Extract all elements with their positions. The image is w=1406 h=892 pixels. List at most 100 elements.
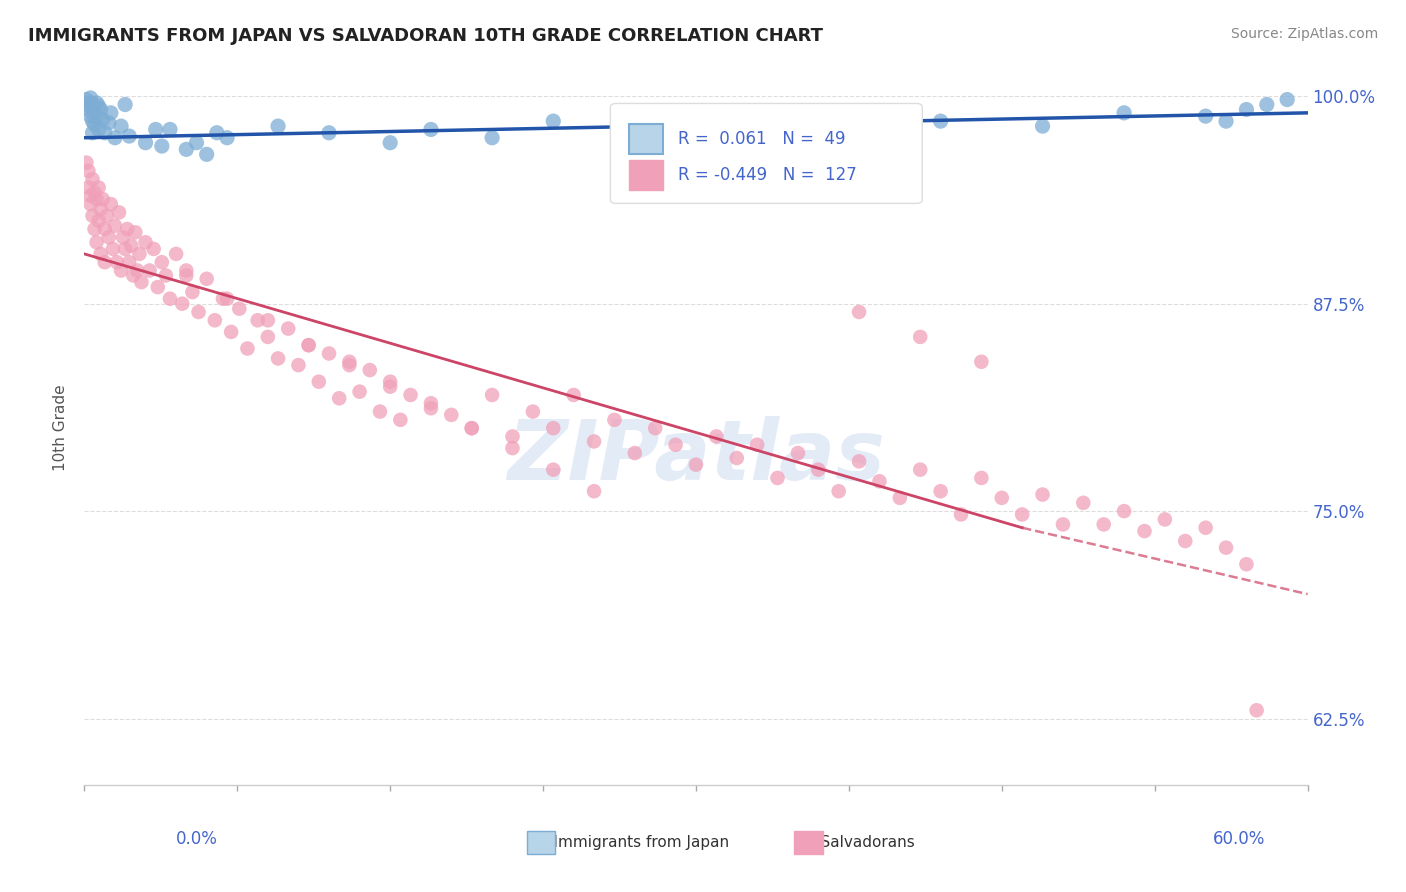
- Text: Source: ZipAtlas.com: Source: ZipAtlas.com: [1230, 27, 1378, 41]
- Point: [706, 429, 728, 443]
- Point: [217, 292, 239, 306]
- Point: [624, 446, 647, 460]
- Point: [75, 93, 97, 107]
- Point: [128, 247, 150, 261]
- Point: [246, 313, 269, 327]
- Point: [79, 95, 101, 110]
- Point: [665, 438, 688, 452]
- Point: [118, 255, 141, 269]
- Point: [1236, 558, 1258, 572]
- Point: [96, 209, 118, 223]
- Point: [848, 122, 870, 136]
- Point: [1246, 703, 1268, 717]
- Point: [950, 508, 973, 522]
- Point: [1277, 93, 1299, 107]
- Point: [1032, 487, 1054, 501]
- Point: [86, 95, 108, 110]
- Point: [685, 458, 707, 472]
- Point: [1256, 97, 1278, 112]
- Point: [1215, 114, 1237, 128]
- Text: 0.0%: 0.0%: [176, 830, 218, 847]
- Point: [114, 97, 136, 112]
- Point: [1052, 517, 1074, 532]
- Point: [165, 247, 187, 261]
- Point: [83, 106, 105, 120]
- Point: [100, 197, 122, 211]
- Point: [83, 118, 105, 132]
- Point: [79, 189, 101, 203]
- Text: R =  0.061   N =  49: R = 0.061 N = 49: [678, 130, 845, 148]
- Point: [461, 421, 484, 435]
- Point: [848, 454, 870, 468]
- Point: [543, 114, 565, 128]
- Point: [110, 119, 132, 133]
- Point: [228, 301, 250, 316]
- Point: [583, 434, 606, 449]
- Point: [146, 280, 169, 294]
- FancyBboxPatch shape: [628, 124, 664, 154]
- Point: [204, 313, 226, 327]
- Point: [807, 463, 830, 477]
- Point: [359, 363, 381, 377]
- Point: [159, 292, 181, 306]
- Point: [86, 235, 108, 250]
- Point: [83, 222, 105, 236]
- Point: [339, 358, 361, 372]
- Point: [583, 484, 606, 499]
- Point: [110, 263, 132, 277]
- Point: [174, 263, 197, 277]
- Point: [1154, 512, 1177, 526]
- Point: [257, 313, 280, 327]
- Point: [90, 247, 112, 261]
- Text: IMMIGRANTS FROM JAPAN VS SALVADORAN 10TH GRADE CORRELATION CHART: IMMIGRANTS FROM JAPAN VS SALVADORAN 10TH…: [28, 27, 823, 45]
- Point: [298, 338, 321, 352]
- Point: [328, 392, 350, 406]
- Point: [87, 213, 110, 227]
- Point: [105, 255, 128, 269]
- Point: [90, 202, 112, 216]
- Point: [461, 421, 484, 435]
- Point: [1114, 504, 1136, 518]
- Point: [75, 155, 97, 169]
- Point: [93, 222, 115, 236]
- Point: [97, 230, 120, 244]
- Point: [543, 421, 565, 435]
- Point: [929, 484, 952, 499]
- Point: [970, 471, 993, 485]
- Text: Salvadorans: Salvadorans: [801, 836, 915, 850]
- Point: [287, 358, 309, 372]
- Point: [112, 230, 135, 244]
- Point: [1236, 103, 1258, 117]
- Point: [101, 242, 124, 256]
- Point: [725, 450, 748, 465]
- Point: [1073, 496, 1095, 510]
- Point: [1195, 521, 1218, 535]
- Point: [90, 103, 112, 117]
- Point: [1215, 541, 1237, 555]
- Point: [174, 268, 197, 283]
- Point: [380, 136, 402, 150]
- Text: R = -0.449   N =  127: R = -0.449 N = 127: [678, 166, 856, 184]
- Point: [910, 330, 932, 344]
- Point: [114, 242, 136, 256]
- Point: [848, 305, 870, 319]
- Point: [187, 305, 209, 319]
- Point: [79, 109, 101, 123]
- Point: [93, 255, 115, 269]
- Point: [79, 197, 101, 211]
- Point: [420, 396, 443, 410]
- Point: [318, 126, 340, 140]
- Point: [481, 388, 503, 402]
- Point: [644, 421, 666, 435]
- Point: [543, 463, 565, 477]
- Point: [368, 404, 391, 418]
- Point: [135, 235, 157, 250]
- Point: [219, 325, 242, 339]
- Point: [267, 351, 290, 366]
- Point: [118, 129, 141, 144]
- Text: Immigrants from Japan: Immigrants from Japan: [534, 836, 730, 850]
- Point: [380, 379, 402, 393]
- Point: [603, 413, 626, 427]
- Point: [1011, 508, 1033, 522]
- Point: [131, 275, 153, 289]
